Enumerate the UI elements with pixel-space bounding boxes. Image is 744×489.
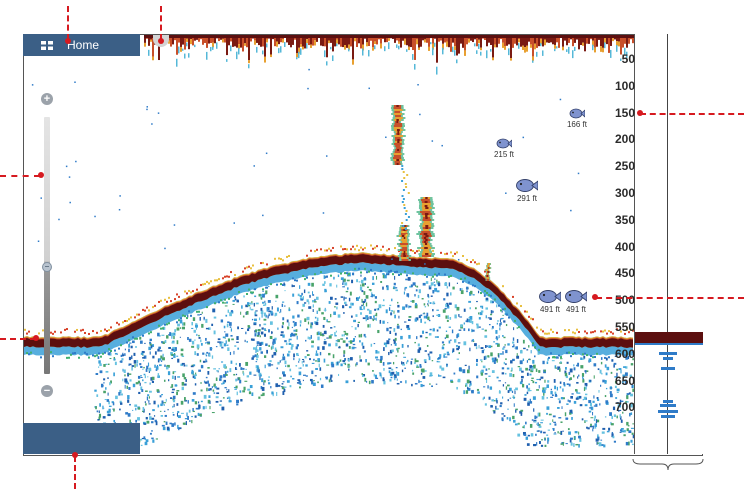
fish-mark[interactable]: 166 ft <box>562 108 592 129</box>
zoom-out-button[interactable]: − <box>41 385 53 397</box>
callout-handle-dot <box>158 38 164 44</box>
fish-mark[interactable]: 215 ft <box>489 138 519 159</box>
fish-icon <box>569 108 585 119</box>
minus-icon: − <box>43 385 51 397</box>
zoom-slider-track[interactable] <box>44 117 50 374</box>
callout-fish-line <box>596 297 744 299</box>
fish-icon <box>496 138 512 149</box>
depth-label: 200 <box>614 132 635 147</box>
home-label: Home <box>67 38 100 52</box>
a-scope-echo <box>635 332 703 418</box>
callout-slider-line <box>0 175 40 177</box>
zoom-in-button[interactable]: + <box>41 93 53 105</box>
depth-label: 700 <box>614 400 635 415</box>
callout-home-line <box>67 6 69 40</box>
callout-scale-dot <box>637 110 643 116</box>
depth-label: 500 <box>614 293 635 308</box>
fish-mark[interactable]: 491 ft <box>562 289 590 314</box>
depth-label: 350 <box>614 212 635 227</box>
callout-thumb-line <box>0 338 36 340</box>
fish-depth-label: 215 ft <box>493 150 514 159</box>
fish-icon <box>565 290 587 303</box>
fish-mark[interactable]: 491 ft <box>536 289 564 314</box>
callout-home-dot <box>65 38 71 44</box>
fish-icon <box>539 290 561 303</box>
fish-icon <box>516 179 538 192</box>
zoom-slider-thumb[interactable] <box>42 262 52 272</box>
callout-handle-line <box>160 6 162 40</box>
depth-scale: 50 100 150 200 250 300 350 400 450 500 550 600 650 70… <box>599 0 635 489</box>
depth-label: 550 <box>614 320 635 334</box>
fish-depth-label: 491 ft <box>565 305 586 314</box>
plus-icon: + <box>43 93 51 105</box>
depth-label: 250 <box>614 159 635 174</box>
callout-fish-dot <box>592 294 598 300</box>
fish-depth-label: 166 ft <box>566 120 587 129</box>
a-scope-center-line <box>667 34 668 454</box>
grid-icon <box>41 40 53 50</box>
depth-label: 600 <box>614 346 635 361</box>
depth-label: 400 <box>614 239 635 254</box>
callout-panel-line <box>74 456 76 489</box>
a-scope-panel <box>634 34 703 454</box>
a-scope-brace <box>632 458 704 471</box>
callout-slider-dot <box>38 172 44 178</box>
home-button[interactable]: Home <box>23 34 140 56</box>
fish-depth-label: 291 ft <box>516 194 537 203</box>
depth-label: 100 <box>614 78 635 93</box>
callout-panel-dot <box>72 452 78 458</box>
depth-label: 450 <box>614 266 635 281</box>
depth-label: 50 <box>621 52 635 66</box>
depth-label: 300 <box>614 186 635 200</box>
fish-depth-label: 491 ft <box>539 305 560 314</box>
depth-label: 650 <box>614 373 635 388</box>
fish-mark[interactable]: 291 ft <box>512 178 542 203</box>
echogram-display[interactable] <box>23 34 703 456</box>
callout-thumb-dot <box>33 335 39 341</box>
bottom-panel-button[interactable] <box>23 423 140 454</box>
echogram-canvas <box>24 35 636 449</box>
callout-scale-line <box>640 113 744 115</box>
depth-label: 150 <box>614 105 635 120</box>
